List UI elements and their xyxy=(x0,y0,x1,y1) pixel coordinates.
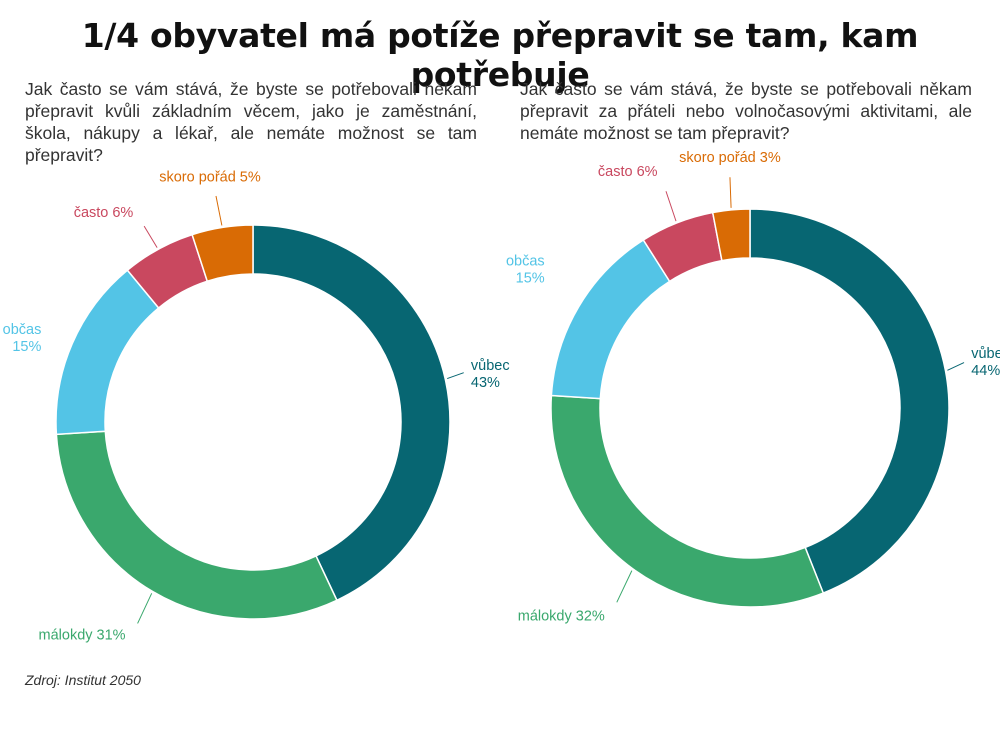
slice-label-málokdy: málokdy 31% xyxy=(39,628,126,644)
slice-label-vůbec: vůbec44% xyxy=(971,346,1000,379)
leader-line-skoro-pořád xyxy=(729,177,732,208)
donut-slice-málokdy xyxy=(55,430,338,620)
donut-slice-vůbec xyxy=(749,208,950,595)
leader-line-málokdy xyxy=(137,593,153,624)
slice-label-často: často 6% xyxy=(598,164,658,180)
chart-title: 1/4 obyvatel má potíže přepravit se tam,… xyxy=(81,16,919,94)
donut-slice-málokdy xyxy=(550,394,825,608)
slice-label-skoro-pořád: skoro pořád 5% xyxy=(159,170,261,186)
leader-line-často xyxy=(143,225,158,248)
donut-slice-vůbec xyxy=(252,224,451,602)
question-right: Jak často se vám stává, že byste se potř… xyxy=(520,79,972,143)
slice-label-občas: občas 15% xyxy=(3,322,42,355)
source-note: Zdroj: Institut 2050 xyxy=(25,672,141,688)
donut-slice-občas xyxy=(550,238,671,400)
donut-slice-občas xyxy=(55,269,160,436)
donut-slice-skoro-pořád xyxy=(711,208,751,262)
slice-label-skoro-pořád: skoro pořád 3% xyxy=(679,150,781,166)
leader-line-málokdy xyxy=(616,570,633,603)
slice-label-vůbec: vůbec 43% xyxy=(471,358,510,391)
leader-line-vůbec xyxy=(447,372,464,380)
question-left: Jak často se vám stává, že byste se potř… xyxy=(25,79,477,165)
leader-line-skoro-pořád xyxy=(215,195,223,226)
leader-line-vůbec xyxy=(947,362,965,371)
slice-label-často: často 6% xyxy=(74,205,134,221)
leader-line-často xyxy=(665,191,677,222)
donut-slice-skoro-pořád xyxy=(191,224,254,283)
slice-label-občas: občas 15% xyxy=(506,254,545,287)
donut-chart-left: vůbec 43% málokdy 31% občas 15% často 6% skoro… xyxy=(3,170,510,644)
slice-label-málokdy: málokdy 32% xyxy=(518,608,605,624)
